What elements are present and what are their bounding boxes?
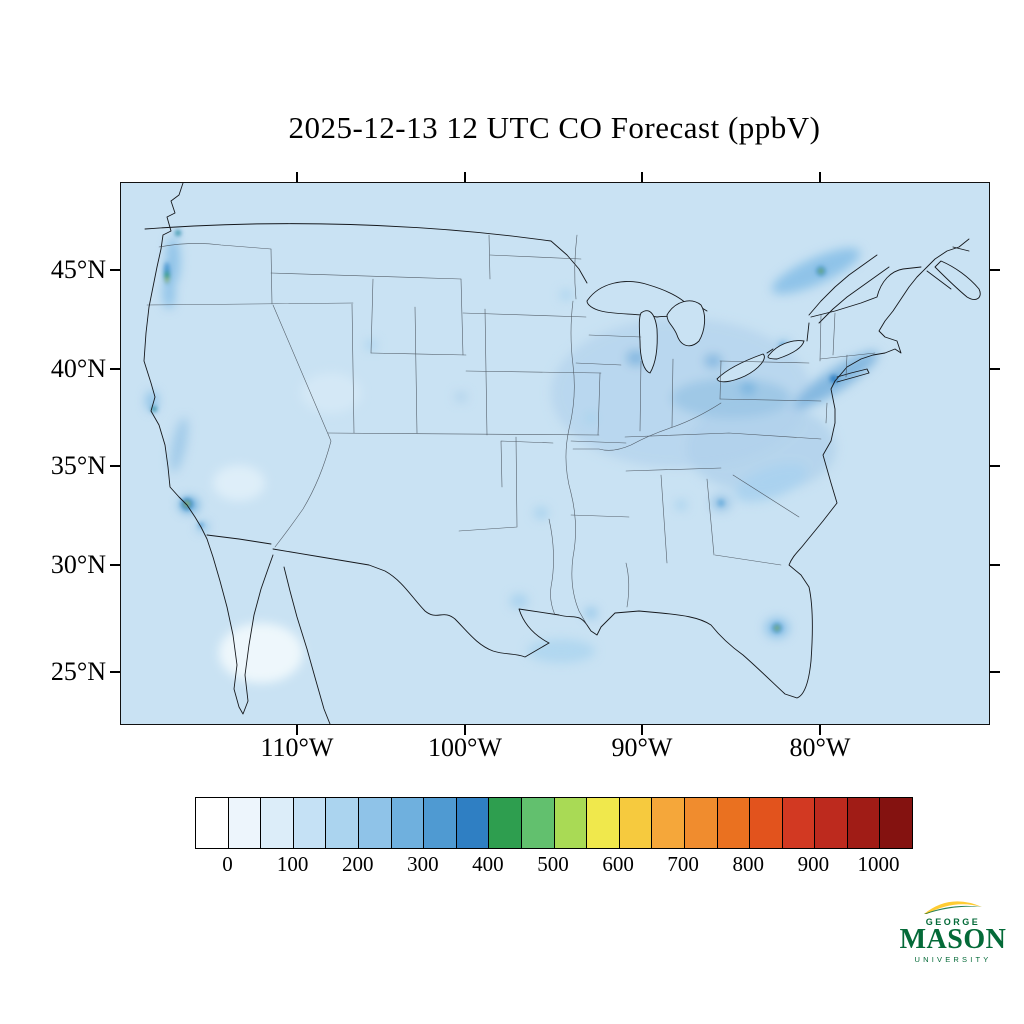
lon-tick-top [641, 172, 643, 182]
gmu-swoosh-icon [924, 901, 982, 914]
lat-tick-right [989, 671, 1000, 673]
colorbar-tick-label: 100 [276, 852, 309, 876]
gmu-logo-mason: MASON [899, 924, 1007, 955]
great-lakes [586, 281, 805, 383]
lon-tick-label: 80°W [789, 733, 851, 762]
colorbar-tick-label: 500 [537, 852, 569, 876]
colorbar-segment [228, 798, 262, 848]
lon-tick-bottom [464, 724, 466, 735]
colorbar-segment [261, 798, 294, 848]
lon-tick-bottom [641, 724, 643, 735]
colorbar-segment [587, 798, 620, 848]
lon-tick-bottom [819, 724, 821, 735]
lat-tick-label: 30°N [50, 550, 106, 579]
lon-tick-label: 90°W [611, 733, 673, 762]
lat-tick-left [110, 269, 120, 271]
gmu-logo: GEORGE MASON UNIVERSITY [897, 895, 1009, 964]
gmu-logo-university: UNIVERSITY [914, 955, 992, 964]
colorbar-tick-label: 200 [341, 852, 374, 876]
colorbar-tick-label: 0 [222, 852, 233, 876]
lat-tick-left [110, 671, 120, 673]
lat-tick-label: 35°N [50, 451, 106, 480]
lat-tick-left [110, 368, 120, 370]
colorbar-tick-label: 300 [407, 852, 439, 876]
colorbar-tick-label: 1000 [857, 852, 900, 876]
lat-tick-label: 40°N [50, 354, 106, 383]
colorbar-segment [717, 798, 751, 848]
gmu-logo-george: GEORGE [925, 917, 981, 927]
colorbar-segment [652, 798, 685, 848]
colorbar-segment [619, 798, 653, 848]
colorbar-segment [326, 798, 359, 848]
lat-tick-label: 25°N [50, 657, 106, 686]
map-plot [120, 182, 990, 725]
colorbar-tick-label: 400 [472, 852, 504, 876]
colorbar-segment [424, 798, 457, 848]
colorbar-segment [880, 798, 913, 848]
colorbar-segment [456, 798, 490, 848]
lon-tick-top [296, 172, 298, 182]
colorbar-tick-label: 600 [602, 852, 634, 876]
lat-tick-right [989, 465, 1000, 467]
lat-tick-left [110, 465, 120, 467]
colorbar-tick-label: 900 [797, 852, 830, 876]
colorbar-segment [489, 798, 522, 848]
lat-tick-right [989, 564, 1000, 566]
colorbar-segment [847, 798, 881, 848]
lon-tick-label: 100°W [428, 733, 502, 762]
figure-title: 2025-12-13 12 UTC CO Forecast (ppbV) [288, 110, 821, 145]
co-plume-shading [146, 237, 879, 663]
colorbar-segment [391, 798, 425, 848]
lon-tick-top [464, 172, 466, 182]
colorbar-segment [815, 798, 848, 848]
lon-tick-top [819, 172, 821, 182]
colorbar-segment [196, 798, 229, 848]
colorbar-segment [521, 798, 555, 848]
colorbar-segment [684, 798, 718, 848]
colorbar-segment [750, 798, 783, 848]
lat-tick-right [989, 269, 1000, 271]
colorbar [195, 797, 913, 849]
lat-tick-right [989, 368, 1000, 370]
lat-tick-label: 45°N [50, 255, 106, 284]
colorbar-tick-label: 700 [667, 852, 699, 876]
state-border-lines [146, 234, 876, 626]
colorbar-segment [293, 798, 327, 848]
low-co-patches [213, 373, 361, 683]
coastline-lines [143, 183, 981, 724]
colorbar-segment [554, 798, 588, 848]
lon-tick-bottom [296, 724, 298, 735]
colorbar-tick-label: 800 [732, 852, 765, 876]
us-co-map [121, 183, 989, 724]
lat-tick-left [110, 564, 120, 566]
hotspot-dots [150, 229, 839, 633]
lon-tick-label: 110°W [260, 733, 334, 762]
colorbar-segment [358, 798, 392, 848]
colorbar-segment [782, 798, 816, 848]
